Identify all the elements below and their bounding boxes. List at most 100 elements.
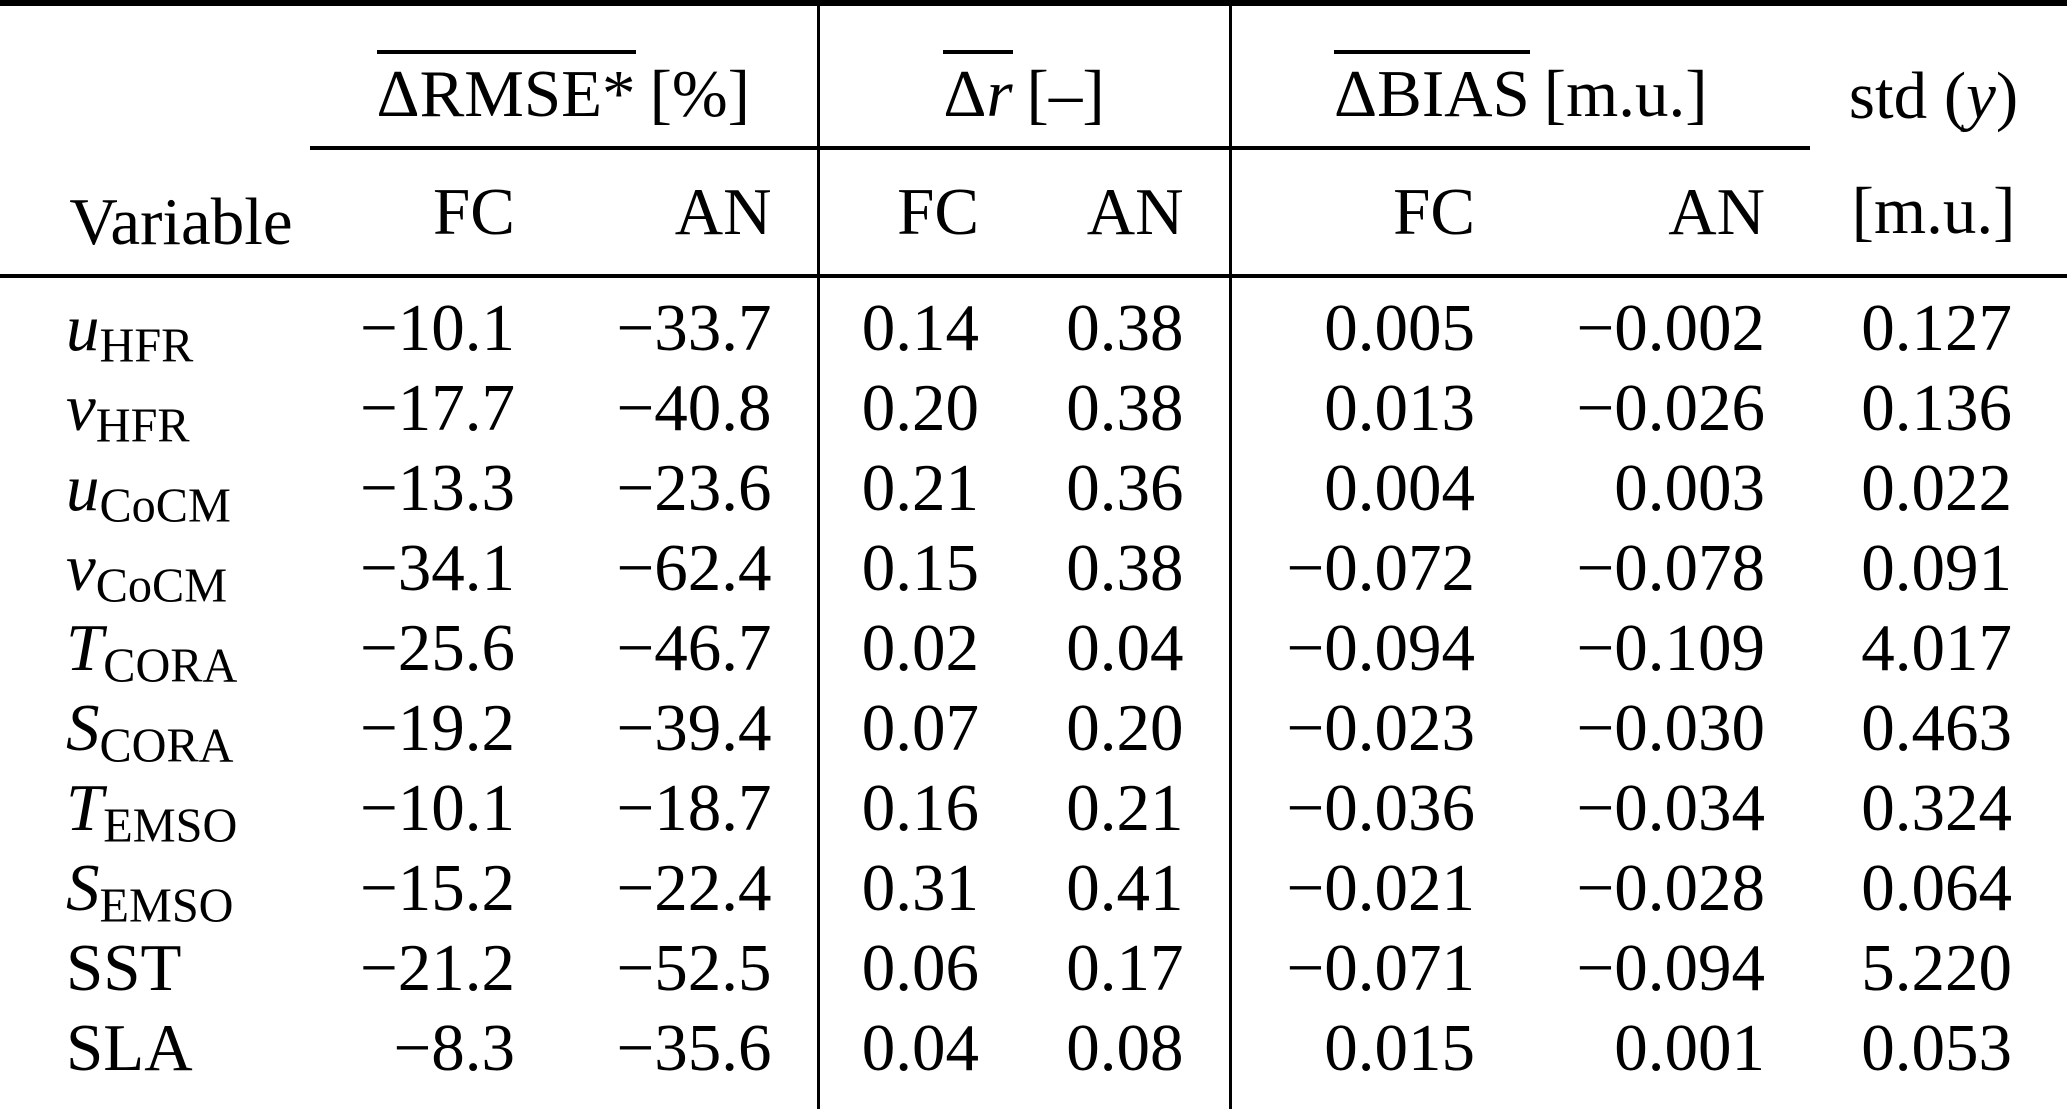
table-header-subcols: FC AN FC AN FC AN [m.u.] bbox=[0, 148, 2067, 278]
cell-bias-an: −0.109 bbox=[1576, 610, 1766, 685]
variable-symbol: v bbox=[66, 530, 96, 605]
table-row: vHFR −17.7 −40.8 0.20 0.38 0.013 −0.026 … bbox=[0, 368, 2067, 450]
cell-std: 0.091 bbox=[1861, 530, 2013, 605]
cell-std: 0.463 bbox=[1861, 690, 2013, 765]
cell-std: 0.324 bbox=[1861, 770, 2013, 845]
cell-rmse-fc: −19.2 bbox=[359, 690, 515, 765]
variable-subscript: CORA bbox=[99, 719, 234, 773]
cell-r-an: 0.38 bbox=[1024, 368, 1232, 448]
table-row: vCoCM −34.1 −62.4 0.15 0.38 −0.072 −0.07… bbox=[0, 528, 2067, 610]
cell-std: 5.220 bbox=[1861, 930, 2013, 1005]
cell-rmse-an: −35.6 bbox=[560, 1008, 820, 1109]
cell-bias-an: −0.026 bbox=[1576, 370, 1766, 445]
cell-rmse-fc: −10.1 bbox=[359, 770, 515, 845]
variable-symbol: SLA bbox=[66, 1010, 193, 1085]
variable-subscript: EMSO bbox=[103, 799, 238, 853]
cell-r-fc: 0.02 bbox=[861, 610, 980, 685]
cell-bias-fc: 0.004 bbox=[1324, 450, 1476, 525]
cell-bias-fc: −0.021 bbox=[1286, 850, 1476, 925]
table-row: TEMSO −10.1 −18.7 0.16 0.21 −0.036 −0.03… bbox=[0, 768, 2067, 850]
row-label: SEMSO bbox=[0, 848, 310, 930]
cell-bias-fc: 0.013 bbox=[1324, 370, 1476, 445]
cell-bias-fc: 0.005 bbox=[1324, 290, 1476, 365]
cell-std: 0.136 bbox=[1861, 370, 2013, 445]
variable-symbol: T bbox=[66, 610, 104, 685]
row-label: TEMSO bbox=[0, 768, 310, 850]
cell-bias-fc: 0.015 bbox=[1324, 1010, 1476, 1085]
rmse-unit: [%] bbox=[649, 57, 750, 131]
delta-r-overline: Δr bbox=[943, 50, 1013, 128]
cell-bias-an: −0.030 bbox=[1576, 690, 1766, 765]
variable-subscript: CoCM bbox=[95, 559, 228, 613]
cell-rmse-an: −39.4 bbox=[560, 688, 820, 768]
cell-rmse-fc: −21.2 bbox=[359, 930, 515, 1005]
row-label: uCoCM bbox=[0, 448, 310, 530]
cell-std: 0.053 bbox=[1861, 1010, 2013, 1085]
cell-r-an: 0.36 bbox=[1024, 448, 1232, 528]
group-header-delta-r: Δr [–] bbox=[818, 3, 1232, 150]
bias-unit: [m.u.] bbox=[1543, 57, 1708, 131]
cell-r-fc: 0.15 bbox=[861, 530, 980, 605]
cell-r-fc: 0.04 bbox=[861, 1010, 980, 1085]
variable-subscript: HFR bbox=[95, 399, 190, 453]
group-header-rmse: ΔRMSE* [%] bbox=[310, 3, 820, 150]
cell-bias-an: −0.028 bbox=[1576, 850, 1766, 925]
col-header-std: std (y) bbox=[1810, 3, 2067, 148]
table-row: SLA −8.3 −35.6 0.04 0.08 0.015 0.001 0.0… bbox=[0, 1008, 2067, 1109]
cell-bias-fc: −0.094 bbox=[1286, 610, 1476, 685]
table-row: SCORA −19.2 −39.4 0.07 0.20 −0.023 −0.03… bbox=[0, 688, 2067, 770]
cell-bias-an: −0.034 bbox=[1576, 770, 1766, 845]
cell-r-an: 0.38 bbox=[1024, 276, 1232, 368]
cell-r-an: 0.17 bbox=[1024, 928, 1232, 1008]
cell-std: 0.127 bbox=[1861, 290, 2013, 365]
table-row: uCoCM −13.3 −23.6 0.21 0.36 0.004 0.003 … bbox=[0, 448, 2067, 530]
table-row: uHFR −10.1 −33.7 0.14 0.38 0.005 −0.002 … bbox=[0, 276, 2067, 370]
cell-rmse-an: −18.7 bbox=[560, 768, 820, 848]
group-header-bias: ΔBIAS [m.u.] bbox=[1230, 3, 1811, 150]
variable-symbol: S bbox=[66, 690, 100, 765]
cell-std: 0.022 bbox=[1861, 450, 2013, 525]
cell-bias-fc: −0.072 bbox=[1286, 530, 1476, 605]
cell-r-fc: 0.20 bbox=[861, 370, 980, 445]
cell-r-fc: 0.14 bbox=[861, 290, 980, 365]
std-label-prefix: std ( bbox=[1848, 59, 1967, 133]
cell-r-an: 0.38 bbox=[1024, 528, 1232, 608]
variable-symbol: SST bbox=[66, 930, 182, 1005]
cell-std: 4.017 bbox=[1861, 610, 2013, 685]
cell-r-fc: 0.21 bbox=[861, 450, 980, 525]
row-label: SST bbox=[0, 928, 310, 1008]
rmse-label: ΔRMSE* bbox=[376, 57, 636, 131]
cell-bias-fc: −0.036 bbox=[1286, 770, 1476, 845]
cell-r-fc: 0.16 bbox=[861, 770, 980, 845]
table-row: SEMSO −15.2 −22.4 0.31 0.41 −0.021 −0.02… bbox=[0, 848, 2067, 930]
cell-r-fc: 0.07 bbox=[861, 690, 980, 765]
cell-rmse-an: −40.8 bbox=[560, 368, 820, 448]
cell-r-fc: 0.06 bbox=[861, 930, 980, 1005]
table-header-groups: Variable ΔRMSE* [%] Δr [–] ΔBIAS [m.u.] std… bbox=[0, 3, 2067, 278]
cell-r-an: 0.41 bbox=[1024, 848, 1232, 928]
cell-bias-an: 0.001 bbox=[1614, 1010, 1766, 1085]
subcol-rmse-fc: FC bbox=[310, 148, 560, 278]
cell-rmse-fc: −13.3 bbox=[359, 450, 515, 525]
row-label: SCORA bbox=[0, 688, 310, 770]
std-y-symbol: y bbox=[1966, 59, 1996, 133]
cell-r-an: 0.04 bbox=[1024, 608, 1232, 688]
cell-std: 0.064 bbox=[1861, 850, 2013, 925]
cell-rmse-fc: −8.3 bbox=[393, 1010, 515, 1085]
cell-bias-fc: −0.023 bbox=[1286, 690, 1476, 765]
variable-symbol: u bbox=[66, 450, 100, 525]
std-label-suffix: ) bbox=[1995, 59, 2019, 133]
variable-subscript: CORA bbox=[103, 639, 238, 693]
row-label: SLA bbox=[0, 1008, 310, 1109]
cell-rmse-an: −22.4 bbox=[560, 848, 820, 928]
cell-bias-an: −0.078 bbox=[1576, 530, 1766, 605]
delta-r-unit: [–] bbox=[1026, 57, 1105, 131]
cell-rmse-fc: −34.1 bbox=[359, 530, 515, 605]
cell-rmse-an: −62.4 bbox=[560, 528, 820, 608]
variable-subscript: EMSO bbox=[99, 879, 234, 933]
cell-rmse-fc: −15.2 bbox=[359, 850, 515, 925]
col-header-variable: Variable bbox=[0, 3, 310, 278]
cell-bias-fc: −0.071 bbox=[1286, 930, 1476, 1005]
